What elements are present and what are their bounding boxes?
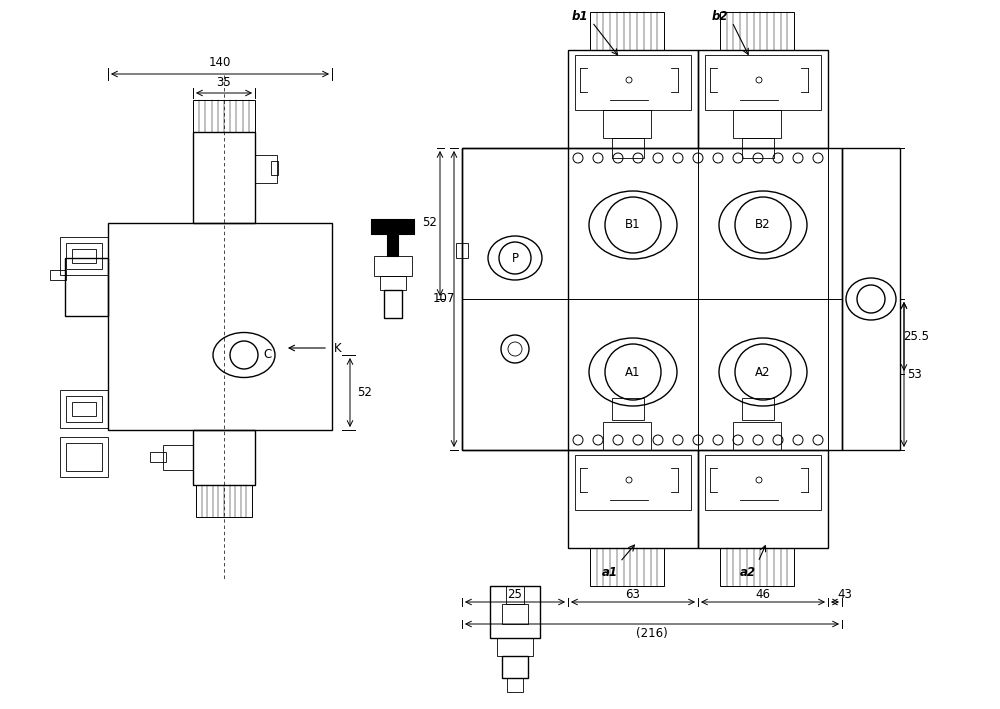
Text: B2: B2 xyxy=(755,218,771,232)
Bar xyxy=(193,100,255,132)
Text: 52: 52 xyxy=(358,386,372,398)
Bar xyxy=(603,110,651,138)
Bar xyxy=(742,398,774,420)
Bar xyxy=(490,586,540,638)
Text: 35: 35 xyxy=(217,77,231,89)
Bar xyxy=(698,450,828,548)
Bar xyxy=(372,220,414,234)
Bar xyxy=(603,422,651,450)
Text: b2: b2 xyxy=(712,9,728,23)
Text: A2: A2 xyxy=(755,366,771,379)
Bar xyxy=(497,638,533,656)
Text: 43: 43 xyxy=(838,588,852,601)
Text: (216): (216) xyxy=(636,627,668,640)
Text: 140: 140 xyxy=(209,55,231,69)
Bar xyxy=(456,243,468,258)
Bar xyxy=(502,604,528,624)
Text: 53: 53 xyxy=(907,367,921,381)
Bar xyxy=(108,223,332,430)
Text: A1: A1 xyxy=(625,366,641,379)
Bar xyxy=(374,256,412,276)
Bar xyxy=(193,430,255,485)
Bar xyxy=(384,290,402,318)
Bar xyxy=(60,390,108,428)
Bar xyxy=(65,258,108,316)
Text: 63: 63 xyxy=(626,588,640,601)
Bar xyxy=(720,12,794,50)
Bar xyxy=(575,455,691,510)
Bar xyxy=(271,161,278,175)
Text: 25.5: 25.5 xyxy=(903,330,929,342)
Bar xyxy=(255,155,277,183)
Bar xyxy=(60,237,108,275)
Bar xyxy=(742,138,774,158)
Bar xyxy=(193,132,255,223)
Bar xyxy=(590,548,664,586)
Bar xyxy=(705,55,821,110)
Bar xyxy=(462,148,568,450)
Text: 52: 52 xyxy=(423,216,437,230)
Bar xyxy=(163,445,193,470)
Bar xyxy=(575,55,691,110)
Bar xyxy=(507,678,523,692)
Bar xyxy=(462,148,842,450)
Bar xyxy=(612,398,644,420)
Bar xyxy=(66,396,102,422)
Text: 25: 25 xyxy=(508,588,522,601)
Bar xyxy=(506,586,524,604)
Bar xyxy=(590,12,664,50)
Bar xyxy=(720,548,794,586)
Text: b1: b1 xyxy=(572,9,588,23)
Bar xyxy=(733,422,781,450)
Text: B1: B1 xyxy=(625,218,641,232)
Bar xyxy=(50,270,66,280)
Text: a2: a2 xyxy=(740,566,756,579)
Bar xyxy=(196,485,252,517)
Bar xyxy=(733,110,781,138)
Text: P: P xyxy=(512,252,518,264)
Bar xyxy=(60,437,108,477)
Text: 46: 46 xyxy=(756,588,770,601)
Bar xyxy=(842,148,900,450)
Bar xyxy=(568,50,698,148)
Text: C: C xyxy=(264,349,272,362)
Bar xyxy=(502,656,528,678)
Bar xyxy=(66,243,102,269)
Bar xyxy=(388,234,398,256)
Bar xyxy=(150,452,166,462)
Bar xyxy=(612,138,644,158)
Text: a1: a1 xyxy=(602,566,618,579)
Bar xyxy=(72,249,96,263)
Bar xyxy=(72,402,96,416)
Bar xyxy=(380,276,406,290)
Text: 107: 107 xyxy=(433,293,455,306)
Bar xyxy=(698,50,828,148)
Text: K: K xyxy=(334,342,342,354)
Bar xyxy=(705,455,821,510)
Bar xyxy=(66,443,102,471)
Bar xyxy=(568,450,698,548)
